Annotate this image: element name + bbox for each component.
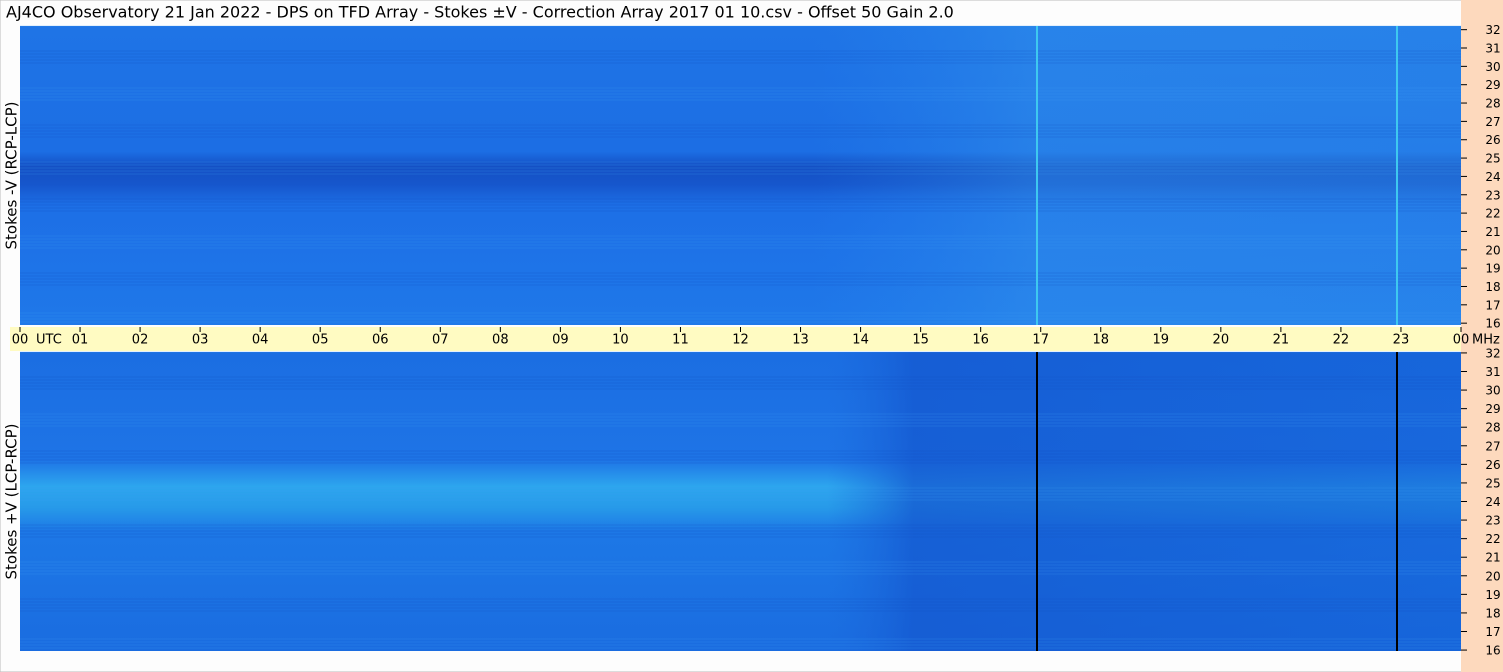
- y-tick-label: 24: [1485, 495, 1500, 509]
- y-tick-label: 32: [1485, 346, 1500, 360]
- x-tick-label: 03: [192, 333, 209, 348]
- y-tick-label: 21: [1485, 225, 1500, 239]
- y-tick-label: 16: [1485, 644, 1500, 658]
- y-tick-label: 25: [1485, 152, 1500, 166]
- y-tick-label: 24: [1485, 170, 1500, 184]
- x-tick-label: 21: [1273, 333, 1290, 348]
- x-tick-label: 13: [792, 333, 809, 348]
- y-axis-label: Stokes +V (LCP-RCP): [3, 424, 21, 580]
- y-tick-label: 20: [1485, 243, 1500, 257]
- y-tick-label: 29: [1485, 402, 1500, 416]
- y-axis-label: Stokes -V (RCP-LCP): [3, 102, 21, 250]
- y-tick-label: 18: [1485, 606, 1500, 620]
- y-tick-label: 17: [1485, 298, 1500, 312]
- x-tick-label: 18: [1092, 333, 1109, 348]
- x-tick-label: 11: [672, 333, 689, 348]
- y-tick-label: 19: [1485, 588, 1500, 602]
- x-tick-label: 14: [852, 333, 869, 348]
- y-tick-label: 18: [1485, 280, 1500, 294]
- freq-axis-band: [1461, 0, 1503, 672]
- heatmap-field: [20, 352, 1461, 651]
- y-tick-label: 31: [1485, 365, 1500, 379]
- x-tick-label: 12: [732, 333, 749, 348]
- y-tick-label: 28: [1485, 97, 1500, 111]
- y-tick-label: 17: [1485, 625, 1500, 639]
- y-tick-label: 27: [1485, 439, 1500, 453]
- y-tick-label: 16: [1485, 317, 1500, 331]
- y-tick-label: 30: [1485, 384, 1500, 398]
- x-tick-label: 23: [1393, 333, 1410, 348]
- x-tick-label: 08: [492, 333, 509, 348]
- y-tick-label: 20: [1485, 569, 1500, 583]
- x-tick-label: 00: [1453, 333, 1470, 348]
- y-tick-label: 27: [1485, 115, 1500, 129]
- y-tick-label: 21: [1485, 551, 1500, 565]
- y-tick-label: 22: [1485, 532, 1500, 546]
- y-tick-label: 31: [1485, 42, 1500, 56]
- x-tick-label: 04: [252, 333, 269, 348]
- x-tick-label: 00: [12, 333, 29, 348]
- x-tick-label: 20: [1213, 333, 1230, 348]
- y-tick-label: 23: [1485, 514, 1500, 528]
- time-axis-band: [10, 327, 1461, 351]
- x-tick-label: 10: [612, 333, 629, 348]
- x-tick-label: 06: [372, 333, 389, 348]
- y-tick-label: 28: [1485, 421, 1500, 435]
- x-tick-label: 09: [552, 333, 569, 348]
- x-tick-label: 19: [1153, 333, 1170, 348]
- x-axis-label: UTC: [36, 333, 62, 348]
- x-tick-label: 16: [972, 333, 989, 348]
- y-tick-label: 29: [1485, 78, 1500, 92]
- x-tick-label: 07: [432, 333, 449, 348]
- y-tick-label: 30: [1485, 60, 1500, 74]
- x-tick-label: 01: [72, 333, 89, 348]
- y-tick-label: 32: [1485, 23, 1500, 37]
- y-tick-label: 26: [1485, 133, 1500, 147]
- y-tick-label: 23: [1485, 188, 1500, 202]
- y-unit-label: MHz: [1472, 333, 1500, 348]
- y-tick-label: 25: [1485, 476, 1500, 490]
- x-tick-label: 17: [1032, 333, 1049, 348]
- heatmap-field: [20, 26, 1461, 325]
- x-tick-label: 05: [312, 333, 329, 348]
- y-tick-label: 19: [1485, 262, 1500, 276]
- x-tick-label: 22: [1333, 333, 1350, 348]
- x-tick-label: 15: [912, 333, 929, 348]
- y-tick-label: 26: [1485, 458, 1500, 472]
- chart-title: AJ4CO Observatory 21 Jan 2022 - DPS on T…: [6, 3, 954, 22]
- y-tick-label: 22: [1485, 207, 1500, 221]
- x-tick-label: 02: [132, 333, 149, 348]
